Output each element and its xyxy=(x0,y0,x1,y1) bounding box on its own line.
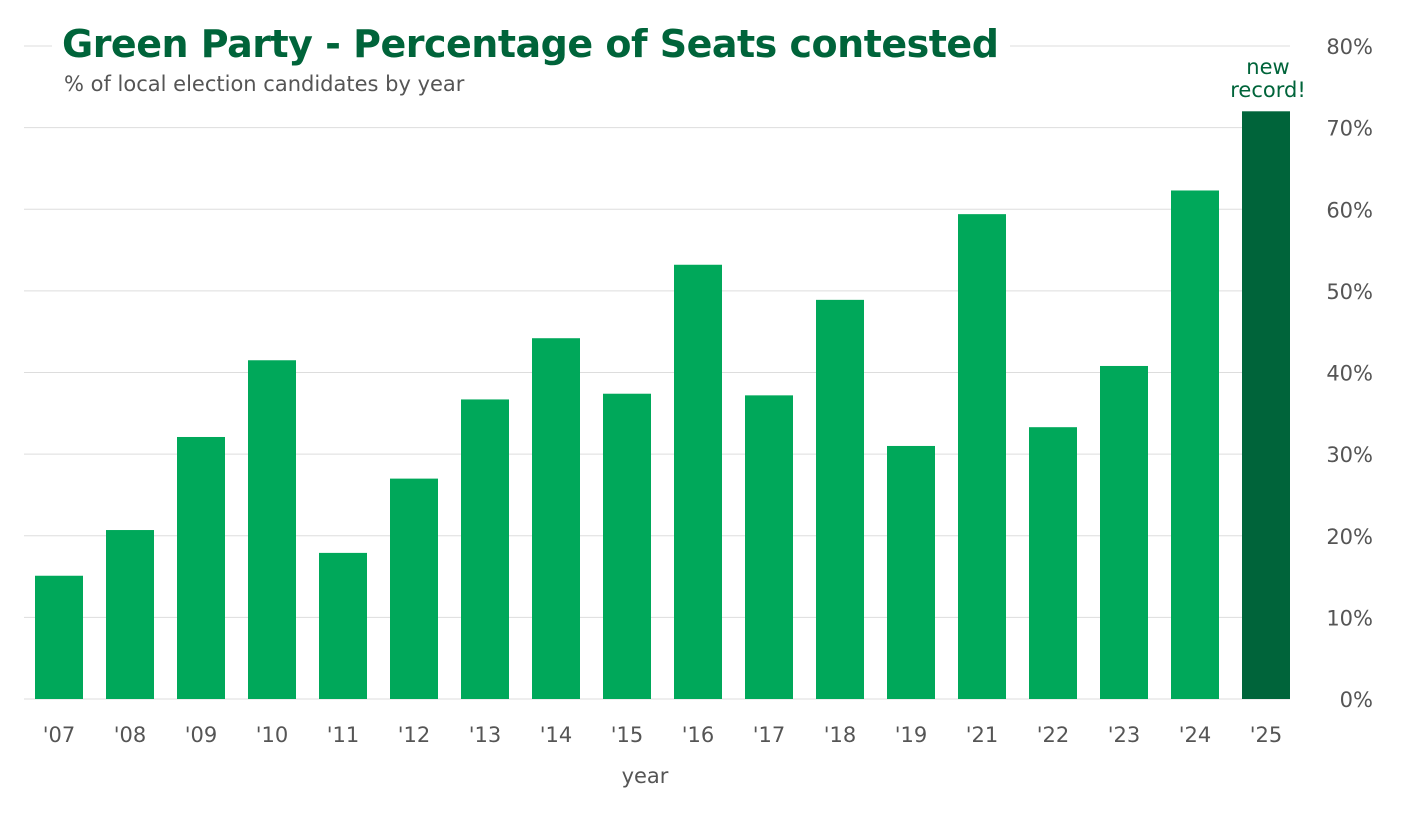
chart-subtitle: % of local election candidates by year xyxy=(64,72,465,96)
bar xyxy=(745,395,793,699)
bar xyxy=(35,575,83,699)
bar xyxy=(1242,111,1290,700)
x-tick-label: '12 xyxy=(398,723,431,747)
x-tick-labels: '07 '08 '09 '10 '11 '12 '13 '14 '15 '16 '17 '18 '19 '… xyxy=(43,723,1283,747)
x-tick-label: '15 xyxy=(611,723,644,747)
x-tick-label: '23 xyxy=(1108,723,1141,747)
x-tick-label: '22 xyxy=(1037,723,1070,747)
bar xyxy=(177,436,225,699)
x-tick-label: '13 xyxy=(469,723,502,747)
annotation-line-1: new xyxy=(1246,55,1290,79)
y-tick-label: 10% xyxy=(1326,606,1373,630)
bar xyxy=(1100,365,1148,699)
bar xyxy=(816,299,864,699)
x-tick-label: '17 xyxy=(753,723,786,747)
x-tick-label: '18 xyxy=(824,723,857,747)
bar xyxy=(1029,427,1077,699)
bar xyxy=(674,264,722,699)
x-tick-label: '08 xyxy=(114,723,147,747)
y-tick-labels: 0% 10% 20% 30% 40% 50% 60% 70% 80% xyxy=(1326,35,1373,712)
annotation-line-2: record! xyxy=(1230,78,1306,102)
bar xyxy=(887,445,935,699)
x-tick-label: '25 xyxy=(1250,723,1283,747)
bar xyxy=(248,360,296,699)
bar xyxy=(532,338,580,699)
chart-title: Green Party - Percentage of Seats contes… xyxy=(52,18,1011,70)
bar xyxy=(1171,190,1219,699)
x-tick-label: '24 xyxy=(1179,723,1212,747)
y-tick-label: 40% xyxy=(1326,362,1373,386)
new-record-annotation: new record! xyxy=(1213,56,1323,102)
x-tick-label: '19 xyxy=(895,723,928,747)
bar xyxy=(390,478,438,699)
x-tick-label: '14 xyxy=(540,723,573,747)
bars xyxy=(35,111,1290,700)
x-tick-label: '21 xyxy=(966,723,999,747)
y-tick-label: 60% xyxy=(1326,198,1373,222)
x-tick-label: '07 xyxy=(43,723,76,747)
bar xyxy=(461,399,509,699)
bar xyxy=(603,393,651,699)
y-tick-label: 50% xyxy=(1326,280,1373,304)
x-tick-label: '11 xyxy=(327,723,360,747)
bar xyxy=(958,214,1006,699)
y-tick-label: 30% xyxy=(1326,443,1373,467)
y-tick-label: 70% xyxy=(1326,117,1373,141)
y-tick-label: 20% xyxy=(1326,525,1373,549)
x-tick-label: '09 xyxy=(185,723,218,747)
bar xyxy=(319,552,367,699)
y-tick-label: 80% xyxy=(1326,35,1373,59)
x-axis-label: year xyxy=(621,764,669,788)
x-tick-label: '10 xyxy=(256,723,289,747)
bar xyxy=(106,530,154,699)
x-tick-label: '16 xyxy=(682,723,715,747)
y-tick-label: 0% xyxy=(1340,688,1373,712)
